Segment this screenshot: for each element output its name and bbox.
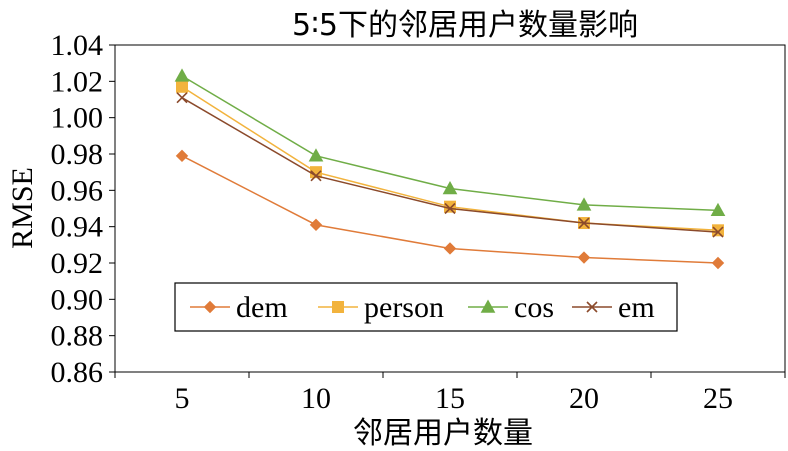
y-tick-label: 1.04 xyxy=(51,29,104,62)
legend-label-cos: cos xyxy=(514,291,554,324)
data-point-em xyxy=(310,170,322,182)
data-point-dem xyxy=(309,218,323,232)
legend-label-dem: dem xyxy=(236,291,288,324)
y-tick-label: 0.90 xyxy=(51,283,104,316)
x-tick-label: 20 xyxy=(569,382,599,415)
data-point-cos xyxy=(442,180,458,195)
data-point-em xyxy=(444,202,456,215)
data-point-person xyxy=(712,224,724,237)
chart-title: 5∶5下的邻居用户数量影响 xyxy=(292,8,638,43)
data-point-cos xyxy=(308,148,324,162)
data-point-person xyxy=(176,80,188,93)
y-tick-label: 0.94 xyxy=(51,211,104,244)
data-point-dem xyxy=(577,251,591,264)
y-tick-label: 1.02 xyxy=(51,65,104,98)
x-tick-label: 10 xyxy=(301,382,331,415)
legend-marker-person xyxy=(332,301,344,313)
data-point-cos xyxy=(710,202,726,217)
x-tick-label: 5 xyxy=(175,382,190,415)
data-point-em xyxy=(176,92,188,104)
data-point-em xyxy=(578,217,590,229)
plot-frame xyxy=(114,44,786,373)
data-point-dem xyxy=(711,256,725,270)
legend-label-person: person xyxy=(364,291,444,324)
y-tick-label: 1.00 xyxy=(51,102,104,135)
data-point-dem xyxy=(175,149,189,163)
data-point-dem xyxy=(443,242,457,255)
plot-area: 0.860.88 0.900.920.94 0.960.981.00 1.021.04… xyxy=(51,29,786,415)
legend-marker-cos xyxy=(480,299,496,313)
y-tick-label: 0.92 xyxy=(51,247,104,280)
legend-marker-dem xyxy=(203,300,217,314)
y-tick-label: 0.86 xyxy=(51,356,104,389)
y-tick-label: 0.88 xyxy=(51,320,104,353)
x-tick-label: 15 xyxy=(435,382,465,415)
x-axis-label: 邻居用户数量 xyxy=(353,416,533,451)
data-point-em xyxy=(712,226,724,238)
legend-marker-em xyxy=(586,301,598,313)
data-point-person xyxy=(444,200,456,213)
x-tick-label: 25 xyxy=(703,382,733,415)
y-tick-label: 0.96 xyxy=(51,174,104,207)
data-point-cos xyxy=(576,197,592,211)
legend-label-em: em xyxy=(618,291,655,324)
data-point-cos xyxy=(174,68,190,82)
y-axis-label: RMSE xyxy=(6,167,39,249)
y-tick-label: 0.98 xyxy=(51,138,104,171)
